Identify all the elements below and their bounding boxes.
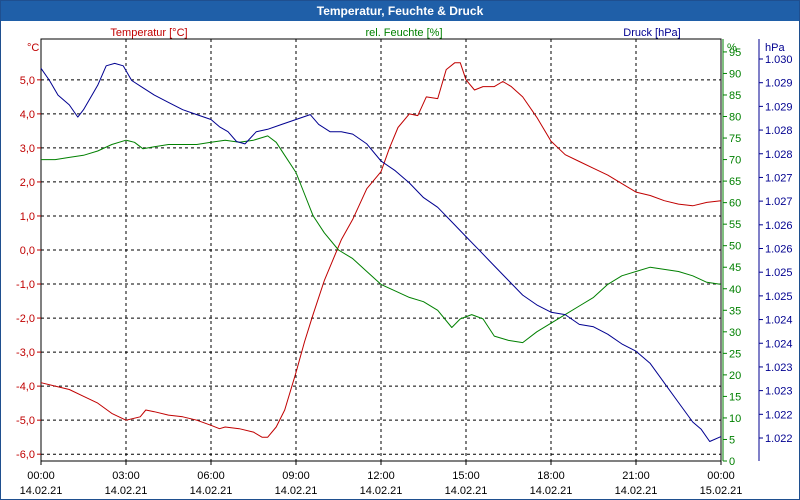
x-tick-label-date: 15.02.21	[700, 485, 743, 497]
hum-tick-label: 80	[729, 112, 741, 124]
hum-tick-label: 10	[729, 413, 741, 425]
press-tick-label: 1.025	[765, 291, 793, 303]
hum-tick-label: 0	[729, 456, 735, 468]
temp-tick-label: 4,0	[20, 109, 35, 121]
humidity-line	[41, 135, 722, 344]
temp-axis-unit: °C	[27, 42, 39, 54]
press-tick-label: 1.027	[765, 196, 793, 208]
x-tick-label-time: 00:00	[707, 470, 735, 482]
hum-axis-unit: %	[727, 42, 737, 54]
x-tick-label-date: 14.02.21	[530, 485, 573, 497]
press-tick-label: 1.029	[765, 101, 793, 113]
x-tick-label-time: 12:00	[367, 470, 395, 482]
x-tick-label-time: 15:00	[452, 470, 480, 482]
temp-tick-label: -6,0	[16, 449, 35, 461]
temp-tick-label: 3,0	[20, 143, 35, 155]
x-tick-label-date: 14.02.21	[615, 485, 658, 497]
temp-tick-label: -4,0	[16, 381, 35, 393]
temp-tick-label: -3,0	[16, 347, 35, 359]
temperature-line	[40, 62, 722, 438]
press-tick-label: 1.023	[765, 362, 793, 374]
hum-tick-label: 30	[729, 327, 741, 339]
press-tick-label: 1.023	[765, 386, 793, 398]
x-tick-label-time: 03:00	[112, 470, 140, 482]
hum-tick-label: 20	[729, 370, 741, 382]
temp-tick-label: 0,0	[20, 245, 35, 257]
hum-tick-label: 50	[729, 241, 741, 253]
hum-tick-label: 65	[729, 176, 741, 188]
x-tick-label-date: 14.02.21	[445, 485, 488, 497]
press-tick-label: 1.026	[765, 244, 793, 256]
hum-axis-label: rel. Feuchte [%]	[365, 27, 442, 39]
press-tick-label: 1.024	[765, 315, 793, 327]
press-tick-label: 1.025	[765, 267, 793, 279]
hum-tick-label: 15	[729, 391, 741, 403]
temp-tick-label: 2,0	[20, 177, 35, 189]
x-tick-label-time: 21:00	[622, 470, 650, 482]
temp-tick-label: 1,0	[20, 211, 35, 223]
hum-tick-label: 25	[729, 348, 741, 360]
press-tick-label: 1.029	[765, 78, 793, 90]
temp-tick-label: -1,0	[16, 279, 35, 291]
press-tick-label: 1.024	[765, 338, 793, 350]
press-tick-label: 1.028	[765, 125, 793, 137]
hum-tick-label: 5	[729, 434, 735, 446]
hum-tick-label: 55	[729, 219, 741, 231]
x-tick-label-date: 14.02.21	[360, 485, 403, 497]
hum-tick-label: 35	[729, 305, 741, 317]
press-tick-label: 1.026	[765, 220, 793, 232]
hum-tick-label: 45	[729, 262, 741, 274]
x-tick-label-date: 14.02.21	[20, 485, 63, 497]
x-tick-label-time: 18:00	[537, 470, 565, 482]
x-tick-label-time: 06:00	[197, 470, 225, 482]
temp-tick-label: -5,0	[16, 415, 35, 427]
hum-tick-label: 90	[729, 68, 741, 80]
x-tick-label-date: 14.02.21	[105, 485, 148, 497]
x-tick-label-date: 14.02.21	[275, 485, 318, 497]
x-tick-label-time: 09:00	[282, 470, 310, 482]
hum-tick-label: 60	[729, 198, 741, 210]
pressure-line	[40, 62, 722, 442]
press-tick-label: 1.022	[765, 409, 793, 421]
press-axis-label: Druck [hPa]	[623, 27, 680, 39]
temp-tick-label: 5,0	[20, 75, 35, 87]
hum-tick-label: 75	[729, 133, 741, 145]
hum-tick-label: 70	[729, 155, 741, 167]
temp-axis-label: Temperatur [°C]	[110, 27, 187, 39]
press-tick-label: 1.027	[765, 172, 793, 184]
hum-tick-label: 40	[729, 284, 741, 296]
press-tick-label: 1.030	[765, 54, 793, 66]
press-tick-label: 1.028	[765, 149, 793, 161]
x-tick-label-date: 14.02.21	[190, 485, 233, 497]
hum-tick-label: 95	[729, 47, 741, 59]
x-tick-label-time: 00:00	[27, 470, 55, 482]
press-tick-label: 1.022	[765, 433, 793, 445]
press-axis-unit: hPa	[765, 42, 785, 54]
chart-title: Temperatur, Feuchte & Druck	[1, 1, 799, 21]
hum-tick-label: 85	[729, 90, 741, 102]
temp-tick-label: -2,0	[16, 313, 35, 325]
